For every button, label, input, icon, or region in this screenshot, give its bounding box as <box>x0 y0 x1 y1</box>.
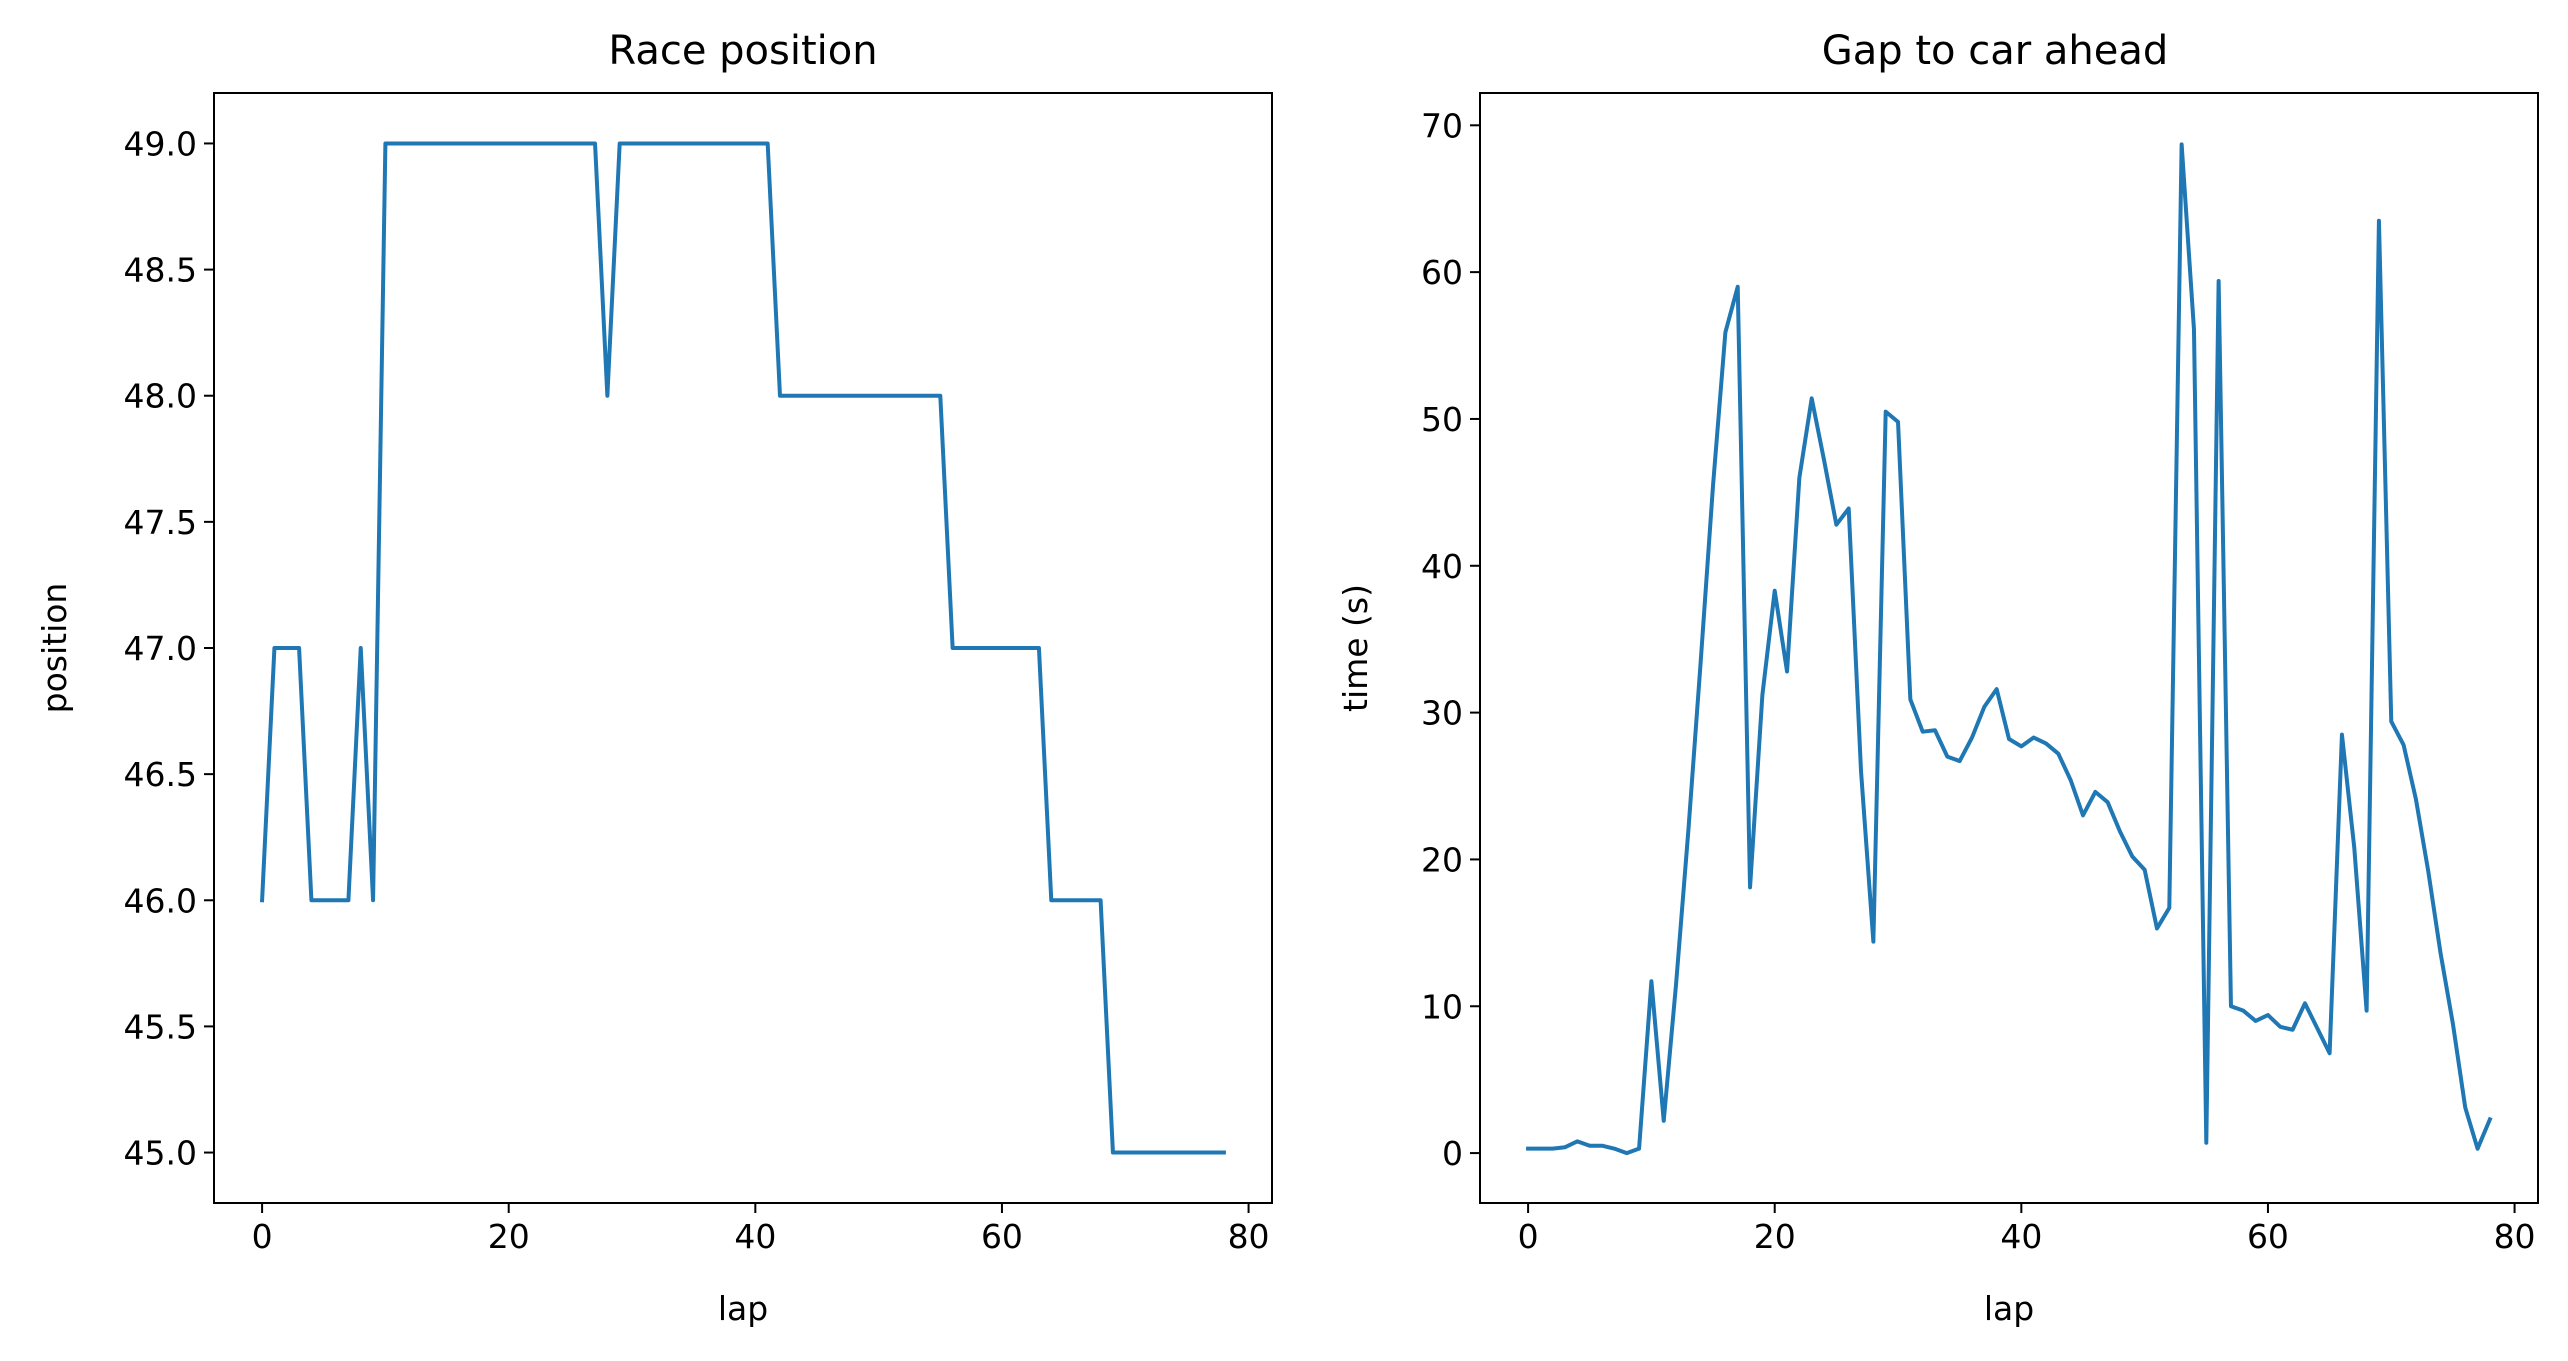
y-tick-label: 48.5 <box>124 251 197 290</box>
x-axis-ticks: 0 20 40 60 80 <box>1518 1203 2536 1256</box>
x-tick-label: 0 <box>252 1217 273 1256</box>
y-tick-label: 50 <box>1421 400 1463 439</box>
y-axis-ticks: 0 10 20 30 40 50 60 70 <box>1421 106 1480 1173</box>
y-tick-label: 46.0 <box>124 881 197 920</box>
x-axis-label: lap <box>1984 1289 2034 1328</box>
y-tick-label: 45.0 <box>124 1134 197 1173</box>
x-tick-label: 60 <box>2247 1217 2289 1256</box>
y-tick-label: 30 <box>1421 694 1463 733</box>
race-position-panel: Race position 0 20 40 60 80 45.0 45.5 46.0 46.5… <box>35 28 1273 1328</box>
x-tick-label: 20 <box>488 1217 530 1256</box>
y-tick-label: 47.5 <box>124 503 197 542</box>
y-tick-label: 70 <box>1421 106 1463 145</box>
x-tick-label: 40 <box>2000 1217 2042 1256</box>
y-tick-label: 0 <box>1442 1134 1463 1173</box>
gap-to-car-ahead-panel: Gap to car ahead 0 20 40 60 80 0 10 20 30 40 50 60… <box>1336 28 2539 1328</box>
x-tick-label: 0 <box>1518 1217 1539 1256</box>
y-tick-label: 49.0 <box>124 124 197 163</box>
x-tick-label: 60 <box>981 1217 1023 1256</box>
x-tick-label: 80 <box>2494 1217 2536 1256</box>
series-line <box>1526 142 2493 1156</box>
y-tick-label: 20 <box>1421 840 1463 879</box>
y-tick-label: 48.0 <box>124 377 197 416</box>
y-axis-ticks: 45.0 45.5 46.0 46.5 47.0 47.5 48.0 48.5 49.0 <box>124 124 214 1173</box>
y-tick-label: 45.5 <box>124 1007 197 1046</box>
x-tick-label: 20 <box>1754 1217 1796 1256</box>
x-axis-ticks: 0 20 40 60 80 <box>252 1203 1270 1256</box>
chart-title: Gap to car ahead <box>1822 28 2169 74</box>
y-axis-label: time (s) <box>1336 584 1375 712</box>
y-tick-label: 60 <box>1421 253 1463 292</box>
y-axis-label: position <box>35 583 74 714</box>
plot-marks <box>259 141 1226 1155</box>
y-tick-label: 47.0 <box>124 629 197 668</box>
x-tick-label: 40 <box>734 1217 776 1256</box>
y-tick-label: 10 <box>1421 987 1463 1026</box>
y-tick-label: 46.5 <box>124 755 197 794</box>
series-line <box>259 141 1226 1155</box>
plot-marks <box>1526 142 2493 1156</box>
plot-area-frame <box>1479 92 2539 1204</box>
chart-title: Race position <box>608 28 877 74</box>
x-tick-label: 80 <box>1228 1217 1270 1256</box>
x-axis-label: lap <box>718 1289 768 1328</box>
y-tick-label: 40 <box>1421 547 1463 586</box>
